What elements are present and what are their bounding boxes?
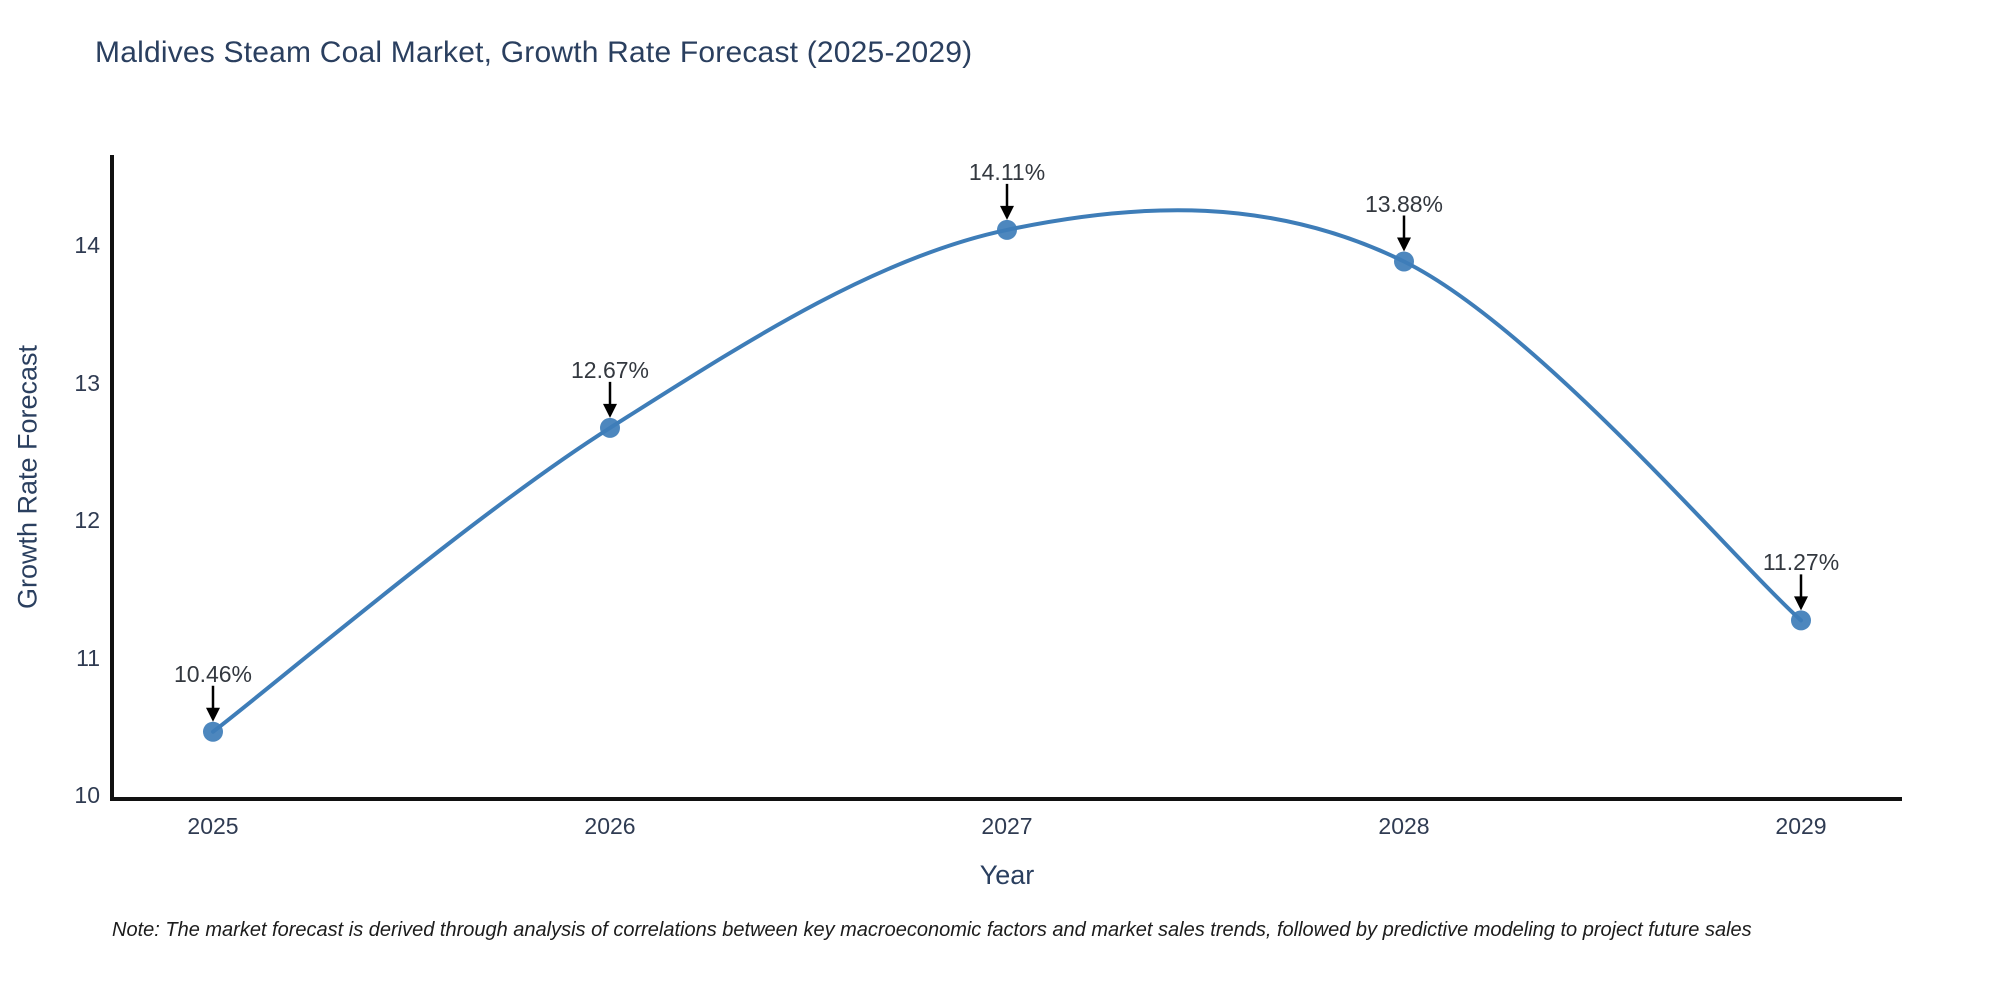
data-point-marker xyxy=(997,219,1017,240)
y-tick-label: 10 xyxy=(74,782,100,808)
data-point-marker xyxy=(1791,610,1811,631)
x-tick-label: 2026 xyxy=(584,813,636,839)
y-tick-label: 14 xyxy=(74,232,100,258)
annotation-arrowhead-icon xyxy=(1397,237,1411,252)
data-point-marker xyxy=(600,417,620,438)
y-tick-label: 11 xyxy=(76,644,100,671)
x-tick-label: 2028 xyxy=(1378,813,1430,839)
x-tick-label: 2029 xyxy=(1775,813,1827,839)
y-tick-label: 12 xyxy=(74,507,100,533)
annotation-arrowhead-icon xyxy=(206,707,220,722)
annotation-arrowhead-icon xyxy=(1794,596,1808,611)
data-point-marker xyxy=(1394,251,1414,272)
data-point-marker xyxy=(203,721,223,742)
forecast-spline xyxy=(211,208,1803,734)
point-value-label: 14.11% xyxy=(968,158,1046,185)
footnote: Note: The market forecast is derived thr… xyxy=(112,919,1752,941)
x-tick-label: 2027 xyxy=(981,813,1033,839)
x-axis-title: Year xyxy=(979,860,1035,890)
point-value-label: 13.88% xyxy=(1364,190,1443,217)
annotation-arrowhead-icon xyxy=(603,403,617,418)
chart-title: Maldives Steam Coal Market, Growth Rate … xyxy=(95,36,973,69)
point-value-label: 11.27% xyxy=(1762,549,1840,576)
annotation-arrowhead-icon xyxy=(1000,205,1014,220)
y-tick-label: 13 xyxy=(74,369,100,396)
point-value-label: 12.67% xyxy=(570,356,649,383)
point-value-label: 10.46% xyxy=(173,660,252,687)
x-tick-label: 2025 xyxy=(187,813,239,839)
